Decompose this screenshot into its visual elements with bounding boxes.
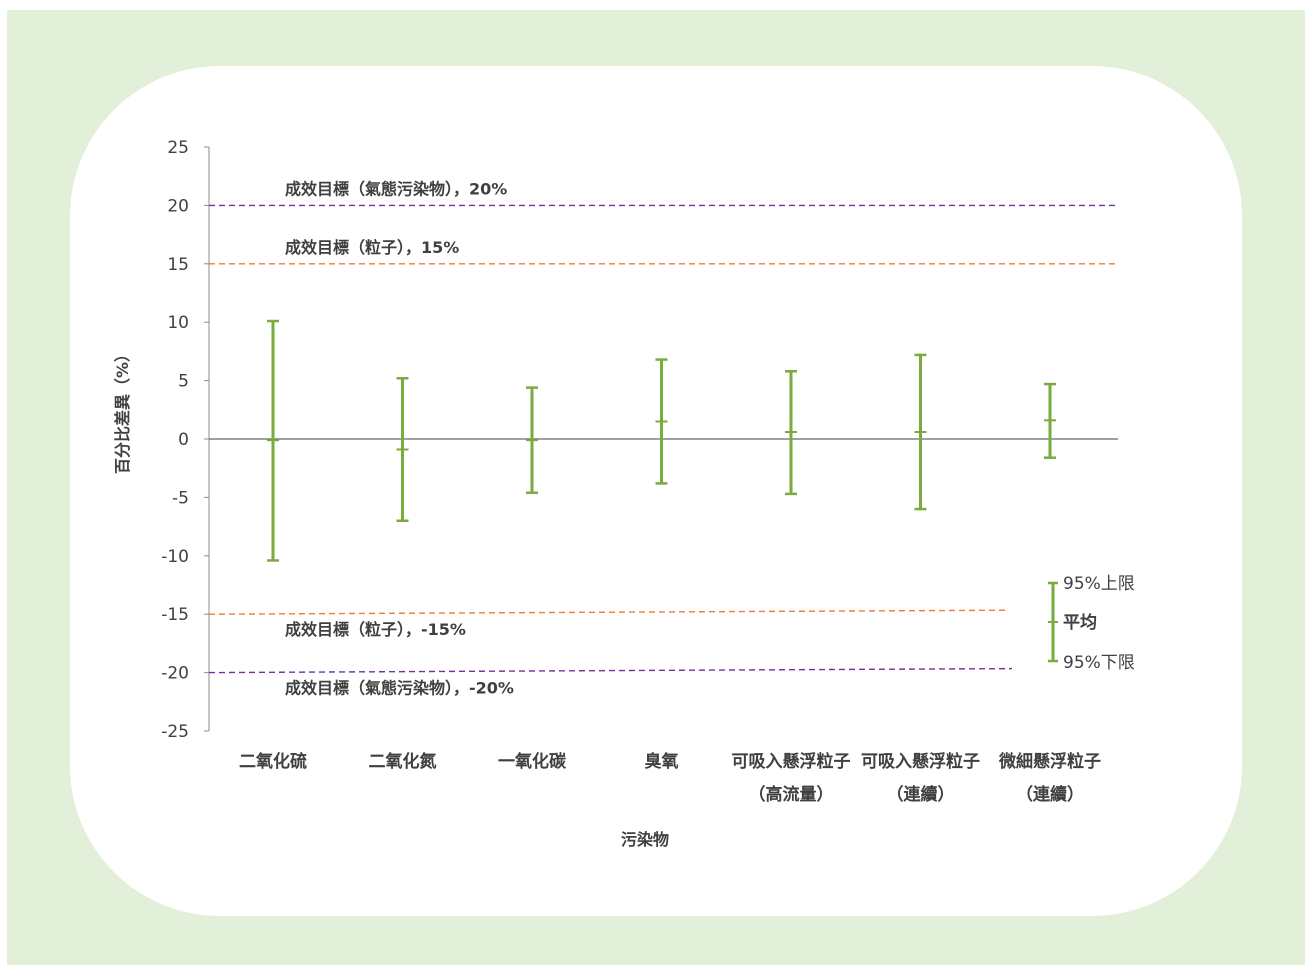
error-bars [267, 319, 1056, 562]
y-tick-label: 5 [178, 372, 189, 392]
legend-upper-label: 95%上限 [1063, 574, 1135, 594]
chart-card [70, 66, 1242, 916]
y-tick-label: -20 [161, 664, 189, 684]
y-tick-label: -15 [161, 605, 189, 625]
reference-line-label: 成效目標（粒子），-15% [285, 620, 466, 639]
reference-line-label: 成效目標（氣態污染物），20% [285, 179, 507, 198]
x-category-label: 可吸入懸浮粒子 [861, 751, 980, 772]
legend: 95%上限 平均 95%下限 [1048, 574, 1135, 673]
y-tick-label: -25 [161, 722, 189, 742]
y-tick-label: 25 [167, 138, 189, 158]
y-axis-ticks: 25 20 15 10 5 0 -5 -10 -15 -20 -25 [161, 138, 209, 742]
y-tick-label: 20 [167, 196, 189, 216]
x-category-label: （連續） [1016, 784, 1084, 805]
x-category-label: （高流量） [749, 784, 834, 805]
x-category-label: 二氧化氮 [369, 751, 437, 772]
reference-line [208, 667, 1013, 674]
y-tick-label: 0 [178, 430, 189, 450]
x-category-label: 二氧化硫 [239, 751, 307, 772]
x-category-labels: 二氧化硫 二氧化氮 一氧化碳 臭氧 可吸入懸浮粒子 （高流量） 可吸入懸浮粒子 （連續） 微細懸… [239, 751, 1101, 805]
y-axis-title: 百分比差異（%） [113, 346, 132, 474]
y-tick-label: -5 [172, 488, 189, 508]
reference-line-label: 成效目標（粒子），15% [285, 238, 459, 257]
y-tick-label: 10 [167, 313, 189, 333]
x-category-label: 臭氧 [645, 751, 679, 772]
x-category-label: （連續） [887, 784, 955, 805]
legend-mean-label: 平均 [1063, 612, 1097, 633]
x-category-label: 可吸入懸浮粒子 [732, 751, 851, 772]
y-tick-label: -10 [161, 547, 189, 567]
y-tick-label: 15 [167, 255, 189, 275]
reference-lines: 成效目標（氣態污染物），20% 成效目標（粒子），15% 成效目標（粒子），-15%… [208, 179, 1118, 698]
legend-lower-label: 95%下限 [1063, 653, 1135, 673]
reference-line [208, 609, 1009, 615]
x-axis-title: 污染物 [621, 830, 669, 849]
x-category-label: 微細懸浮粒子 [998, 751, 1101, 772]
x-category-label: 一氧化碳 [498, 751, 567, 772]
reference-line-label: 成效目標（氣態污染物），-20% [285, 679, 514, 698]
